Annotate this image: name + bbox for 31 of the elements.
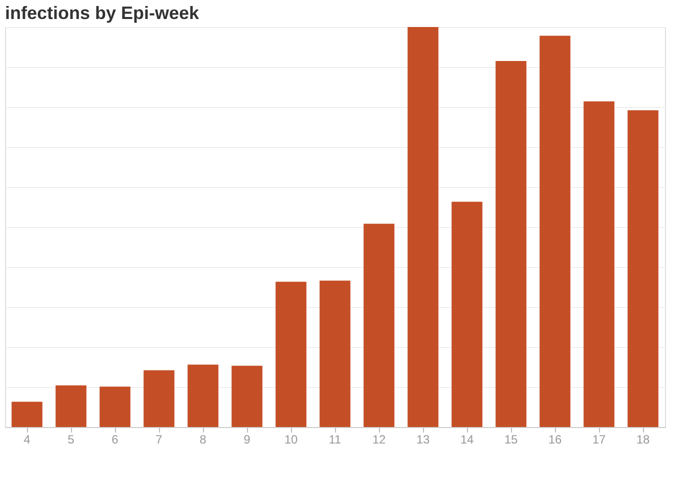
bar bbox=[408, 27, 438, 427]
x-tick-label: 9 bbox=[244, 432, 251, 446]
x-tick-label: 17 bbox=[592, 432, 606, 446]
x-tick-label: 6 bbox=[112, 432, 119, 446]
chart-title: infections by Epi-week bbox=[5, 3, 200, 23]
bar bbox=[232, 366, 262, 427]
x-tick-label: 18 bbox=[636, 432, 650, 446]
bar bbox=[100, 386, 130, 427]
bar bbox=[276, 282, 306, 427]
bar bbox=[320, 280, 350, 427]
bar bbox=[188, 364, 218, 427]
bar bbox=[628, 110, 658, 427]
x-tick-label: 7 bbox=[156, 432, 163, 446]
bar bbox=[452, 202, 482, 427]
x-tick-label: 12 bbox=[372, 432, 386, 446]
bar bbox=[56, 385, 86, 427]
x-tick-label: 15 bbox=[504, 432, 518, 446]
x-tick-label: 13 bbox=[416, 432, 430, 446]
x-tick-label: 16 bbox=[548, 432, 562, 446]
bar bbox=[584, 101, 614, 427]
bar bbox=[540, 36, 570, 427]
x-tick-label: 14 bbox=[460, 432, 474, 446]
bar bbox=[144, 370, 174, 427]
x-tick-label: 10 bbox=[284, 432, 298, 446]
x-tick-label: 4 bbox=[24, 432, 31, 446]
x-tick-label: 5 bbox=[68, 432, 75, 446]
bar bbox=[12, 402, 42, 427]
x-tick-label: 11 bbox=[328, 432, 342, 446]
bar bbox=[496, 61, 526, 427]
bar bbox=[364, 224, 394, 427]
x-tick-label: 8 bbox=[200, 432, 207, 446]
